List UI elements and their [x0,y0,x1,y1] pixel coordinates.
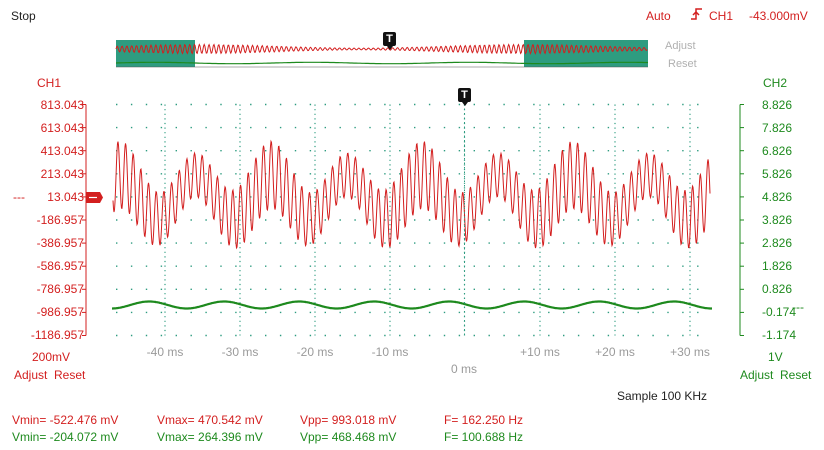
ch2-tick: 6.826 [762,144,793,158]
time-tick: -20 ms [296,345,334,359]
ch2-tick: 4.826 [762,190,793,204]
time-tick: -30 ms [221,345,259,359]
ch1-adjust-button[interactable]: Adjust [14,368,48,382]
sample-rate: Sample 100 KHz [617,389,708,403]
trigger-level[interactable]: -43.000mV [749,9,808,23]
ch2-vmax: Vmax= 264.396 mV [157,430,263,444]
ch2-offset-dash: --- [792,300,804,314]
ch1-tick: -186.957 [36,213,84,227]
time-tick: +10 ms [520,345,560,359]
overview-reset-button[interactable]: Reset [668,58,697,70]
trigger-channel[interactable]: CH1 [709,9,734,23]
ch1-vpp: Vpp= 993.018 mV [300,413,397,427]
ch1-offset-marker[interactable] [86,192,103,203]
time-tick: +20 ms [595,345,635,359]
trigger-mode[interactable]: Auto [646,9,671,23]
ch1-tick: 613.043 [40,121,84,135]
ch1-tick: -386.957 [36,236,84,250]
time-tick: -10 ms [371,345,409,359]
ch1-reset-button[interactable]: Reset [54,368,86,382]
ch2-trace [112,300,712,310]
ch2-tick: 0.826 [762,282,793,296]
ch1-tick: 213.043 [40,167,84,181]
plot-grid [116,103,712,337]
ch2-freq: F= 100.688 Hz [444,430,524,444]
ch1-scale[interactable]: 200mV [32,350,71,364]
ch1-tick: -1186.957 [30,328,84,342]
ch1-offset-dash: --- [13,190,25,204]
ch2-tick: 7.826 [762,121,793,135]
ch2-tick: 1.826 [762,259,793,273]
ch2-reset-button[interactable]: Reset [780,368,812,382]
ch2-scale[interactable]: 1V [768,350,783,364]
ch2-label[interactable]: CH2 [763,76,788,90]
plot-axes [82,104,744,336]
ch2-adjust-button[interactable]: Adjust [740,368,774,382]
overview-ch2-trace [115,61,648,65]
ch1-freq: F= 162.250 Hz [444,413,524,427]
ch1-tick: 13.043 [47,190,84,204]
waveform-overview[interactable] [0,0,824,80]
rising-edge-icon[interactable] [690,6,704,25]
ch2-vmin: Vmin= -204.072 mV [12,430,119,444]
ch2-vpp: Vpp= 468.468 mV [300,430,397,444]
ch1-tick: -786.957 [36,282,84,296]
run-state-label[interactable]: Stop [11,9,36,23]
ch2-tick: 3.826 [762,213,793,227]
ch1-tick: 413.043 [40,144,84,158]
ch1-tick: 813.043 [40,98,84,112]
ch2-tick: 8.826 [762,98,793,112]
ch1-tick: -986.957 [36,305,84,319]
ch1-vmax: Vmax= 470.542 mV [157,413,263,427]
trigger-position-marker[interactable]: T [458,88,471,106]
ch1-trace [112,139,711,250]
ch2-tick: 5.826 [762,167,793,181]
ch1-vmin: Vmin= -522.476 mV [12,413,119,427]
overview-trigger-marker[interactable]: T [383,32,396,50]
time-tick: +30 ms [670,345,710,359]
ch1-tick: -586.957 [36,259,84,273]
time-tick: -40 ms [146,345,184,359]
ch2-tick: -1.174 [762,328,797,342]
ch1-label[interactable]: CH1 [37,76,62,90]
ch2-tick: 2.826 [762,236,793,250]
overview-adjust-button[interactable]: Adjust [665,40,696,52]
ch2-tick: -0.174 [762,305,797,319]
time-tick: 0 ms [450,362,478,376]
overview-ch1-trace [115,43,648,55]
